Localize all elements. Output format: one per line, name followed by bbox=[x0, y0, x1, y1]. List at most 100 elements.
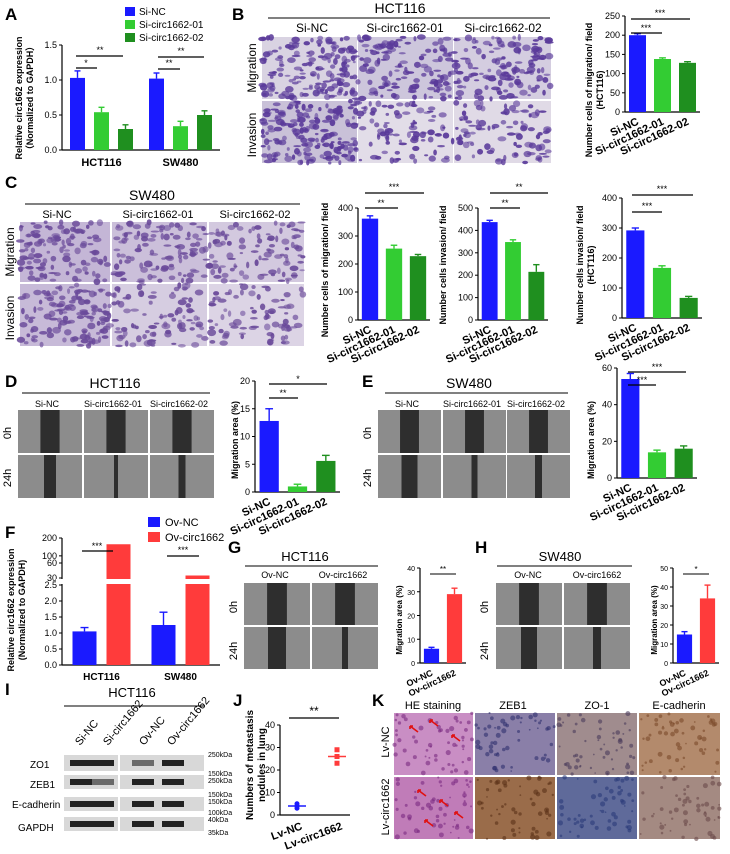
stained-cell bbox=[160, 233, 164, 240]
stained-cell bbox=[289, 265, 299, 272]
stained-cell bbox=[95, 273, 101, 279]
tissue-cell bbox=[710, 718, 716, 724]
tissue-cell bbox=[623, 722, 627, 725]
tissue-cell bbox=[658, 770, 662, 774]
stained-cell bbox=[24, 266, 34, 270]
y-tick-label: 20 bbox=[265, 765, 275, 775]
stained-cell bbox=[293, 50, 300, 56]
stained-cell bbox=[293, 66, 303, 71]
stained-cell bbox=[150, 230, 160, 233]
stained-cell bbox=[126, 220, 134, 227]
stained-cell bbox=[427, 118, 436, 122]
stained-cell bbox=[410, 137, 419, 144]
tissue-cell bbox=[401, 713, 406, 719]
tissue-cell bbox=[696, 808, 701, 813]
sig-label: ** bbox=[309, 704, 319, 718]
stained-cell bbox=[148, 300, 153, 305]
panel-h: H SW480 Ov-NC Ov-circ1662 0h 24h Migrati… bbox=[475, 538, 719, 698]
stained-cell bbox=[139, 290, 145, 297]
stained-cell bbox=[292, 314, 299, 321]
tissue-cell bbox=[631, 810, 634, 813]
bar bbox=[259, 420, 279, 492]
tissue-cell bbox=[663, 731, 669, 736]
bar bbox=[647, 452, 667, 478]
stained-cell bbox=[260, 128, 265, 135]
stained-cell bbox=[378, 85, 386, 90]
wound-gap bbox=[342, 627, 348, 669]
tissue-cell bbox=[465, 825, 470, 830]
legend-label: Si-circ1662-01 bbox=[139, 20, 204, 31]
tissue-cell bbox=[395, 733, 398, 737]
stained-cell bbox=[455, 89, 465, 97]
tissue-cell bbox=[659, 822, 662, 825]
protein-band bbox=[132, 801, 154, 807]
bar bbox=[118, 129, 133, 150]
protein-band bbox=[92, 760, 114, 766]
tissue-cell bbox=[495, 732, 501, 738]
stained-cell bbox=[297, 260, 304, 264]
column-label: Ov-NC bbox=[261, 570, 289, 580]
stained-cell bbox=[321, 119, 331, 123]
stained-cell bbox=[263, 159, 273, 164]
tissue-cell bbox=[469, 780, 472, 784]
tissue-cell bbox=[415, 801, 421, 807]
tissue-cell bbox=[500, 718, 506, 724]
stained-cell bbox=[420, 63, 429, 69]
stained-cell bbox=[124, 340, 129, 347]
tissue-cell bbox=[625, 711, 631, 717]
stained-cell bbox=[475, 47, 482, 55]
stained-cell bbox=[240, 333, 245, 340]
stained-cell bbox=[214, 231, 222, 237]
tissue-cell bbox=[490, 741, 494, 745]
tissue-cell bbox=[505, 745, 510, 751]
tissue-cell bbox=[658, 714, 663, 719]
tissue-cell bbox=[501, 728, 507, 734]
mw-marker: 250kDa bbox=[208, 752, 232, 759]
stained-cell bbox=[536, 68, 541, 74]
stained-cell bbox=[381, 104, 388, 108]
panel-letter: G bbox=[228, 538, 241, 557]
tissue-cell bbox=[710, 780, 716, 786]
tissue-cell bbox=[462, 801, 467, 807]
tissue-cell bbox=[400, 813, 406, 819]
stained-cell bbox=[413, 35, 417, 42]
data-point bbox=[334, 747, 340, 753]
column-label: Si-circ1662-01 bbox=[443, 399, 501, 409]
panel-title: SW480 bbox=[539, 549, 582, 564]
arrow-icon bbox=[424, 819, 434, 827]
stained-cell bbox=[213, 274, 222, 279]
stained-cell bbox=[134, 248, 142, 253]
tissue-cell bbox=[669, 720, 673, 724]
bar bbox=[676, 634, 693, 663]
stained-cell bbox=[501, 56, 506, 60]
tissue-cell bbox=[683, 792, 687, 796]
tissue-cell bbox=[526, 775, 532, 781]
stained-cell bbox=[238, 270, 245, 276]
stained-cell bbox=[471, 45, 478, 49]
y-tick-label: 30 bbox=[407, 590, 415, 597]
tissue-cell bbox=[480, 806, 484, 810]
stained-cell bbox=[470, 72, 479, 77]
stained-cell bbox=[185, 277, 194, 284]
stained-cell bbox=[424, 154, 429, 157]
stained-cell bbox=[456, 84, 464, 89]
stained-cell bbox=[266, 153, 273, 161]
tissue-cell bbox=[662, 774, 667, 780]
tissue-cell bbox=[696, 803, 701, 809]
stained-cell bbox=[261, 257, 269, 261]
stained-cell bbox=[79, 242, 87, 249]
stained-cell bbox=[343, 71, 351, 78]
stained-cell bbox=[525, 71, 533, 74]
tissue-cell bbox=[530, 834, 536, 840]
stained-cell bbox=[413, 78, 420, 83]
stained-cell bbox=[504, 77, 514, 81]
sig-label: *** bbox=[389, 182, 400, 192]
stained-cell bbox=[21, 307, 25, 315]
stained-cell bbox=[267, 235, 275, 242]
tissue-cell bbox=[495, 753, 500, 757]
stained-cell bbox=[306, 159, 310, 166]
y-tick-label: 0 bbox=[348, 315, 353, 325]
stained-cell bbox=[124, 259, 131, 264]
stained-cell bbox=[155, 225, 164, 229]
